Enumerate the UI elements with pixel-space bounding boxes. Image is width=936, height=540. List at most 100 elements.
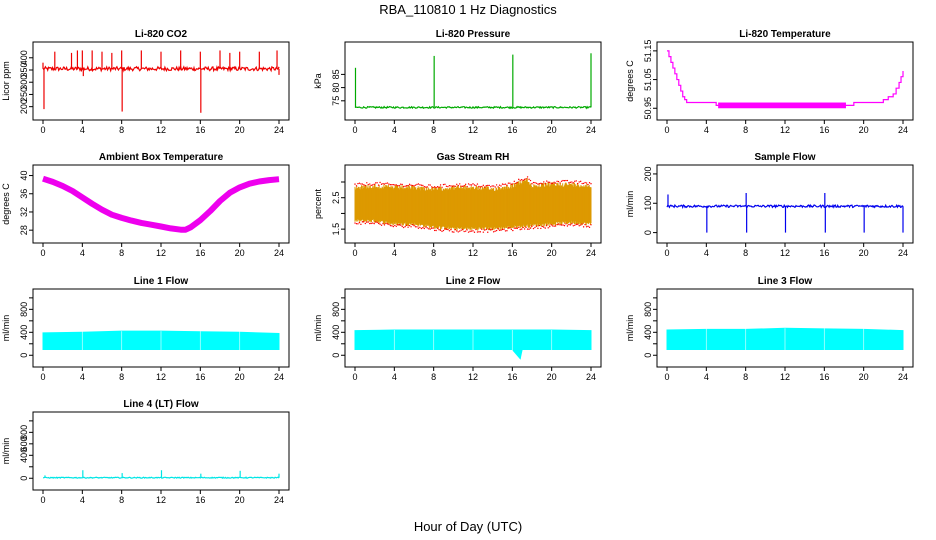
rh-edge-point [470,184,473,186]
rh-edge-point [578,225,580,227]
rh-edge-point [525,226,527,228]
rh-edge-point [461,228,464,231]
rh-edge-point [535,225,538,227]
rh-edge-point [423,227,426,230]
rh-edge-point [447,228,449,231]
rh-edge-point [500,229,502,231]
x-tick-label: 8 [119,125,124,135]
rh-edge-point [464,183,467,186]
rh-edge-point [538,224,541,227]
rh-edge-point [408,224,411,227]
x-tick-label: 0 [40,248,45,258]
rh-edge-point [575,223,577,226]
rh-edge-point [467,231,470,233]
y-tick-label: 50.95 [643,97,653,120]
rh-edge-point [445,228,448,230]
rh-edge-point [487,184,489,187]
rh-edge-point [577,223,579,225]
rh-edge-point [540,182,542,185]
rh-edge-point [526,176,529,178]
rh-edge-point [547,181,549,183]
x-tick-label: 0 [40,495,45,505]
rh-edge-point [498,229,501,231]
rh-edge-point [422,184,424,187]
rh-edge-point [388,183,390,185]
rh-edge-point [383,224,386,226]
rh-edge-point [559,224,561,226]
rh-edge-point [482,231,485,233]
rh-edge-point [491,228,493,230]
x-tick-label: 8 [431,372,436,382]
rh-edge-point [544,227,546,229]
rh-edge-point [568,223,570,226]
rh-edge-point [451,185,454,188]
rh-edge-point [577,182,579,185]
x-tick-label: 8 [119,372,124,382]
rh-edge-point [420,227,423,230]
rh-edge-point [523,228,526,230]
x-tick-label: 4 [704,372,709,382]
rh-edge-point [469,184,471,186]
rh-edge-point [417,183,420,185]
y-tick-label: 0 [331,353,341,358]
rh-edge-point [532,227,535,230]
rh-edge-point [572,225,574,227]
rh-edge-point [392,183,395,186]
rh-edge-point [560,180,563,182]
rh-edge-point [537,183,539,185]
data-layer [42,50,280,113]
rh-edge-point [554,182,557,184]
y-tick-label: 51.05 [643,68,653,91]
panel-line-3-flow: Line 3 Flow ml/min 0 4 8 12 16 20 24 0 400 800 [625,276,914,382]
panel-ambient-box-temperature: Ambient Box Temperature degrees C 0 4 8 12 16 2… [1,152,290,258]
rh-edge-point [441,186,443,188]
rh-edge-point [488,184,490,187]
rh-edge-point [579,180,582,183]
rh-edge-point [554,225,557,227]
data-layer [354,329,592,360]
series-line [354,105,592,110]
rh-edge-point [459,230,461,232]
rh-edge-point [479,231,482,233]
rh-edge-point [400,183,402,185]
rh-edge-point [400,224,402,226]
rh-edge-point [442,183,445,186]
x-tick-label: 24 [586,248,596,258]
rh-edge-point [419,226,421,229]
rh-edge-point [408,183,411,186]
x-tick-label: 8 [743,248,748,258]
rh-edge-point [585,182,588,184]
rh-edge-point [513,180,515,183]
rh-edge-point [425,186,427,188]
rh-edge-point [442,229,445,232]
rh-edge-point [528,178,530,181]
rh-edge-point [584,181,586,184]
rh-edge-point [429,184,431,186]
x-tick-label: 8 [431,248,436,258]
x-tick-label: 24 [898,372,908,382]
rh-edge-point [450,229,452,231]
x-tick-label: 20 [859,372,869,382]
rh-edge-point [410,184,412,186]
x-tick-label: 0 [352,248,357,258]
y-axis-label: ml/min [313,315,323,342]
rh-edge-point [374,221,377,223]
rh-edge-point [361,183,364,185]
rh-edge-point [355,223,358,225]
panel-title: Line 2 Flow [446,276,501,287]
rh-edge-point [497,186,499,188]
rh-edge-point [425,226,427,228]
rh-edge-point [402,226,405,229]
rh-edge-point [404,225,406,228]
rh-edge-point [563,179,566,182]
rh-edge-point [582,182,585,185]
rh-edge-point [572,182,574,184]
rh-edge-point [386,223,389,225]
rh-edge-point [510,228,513,231]
rh-edge-point [433,186,436,188]
rh-edge-point [565,179,567,182]
y-tick-label: 400 [19,50,29,65]
rh-edge-point [460,185,462,187]
x-tick-label: 8 [119,248,124,258]
panel-title: Line 1 Flow [134,276,189,287]
